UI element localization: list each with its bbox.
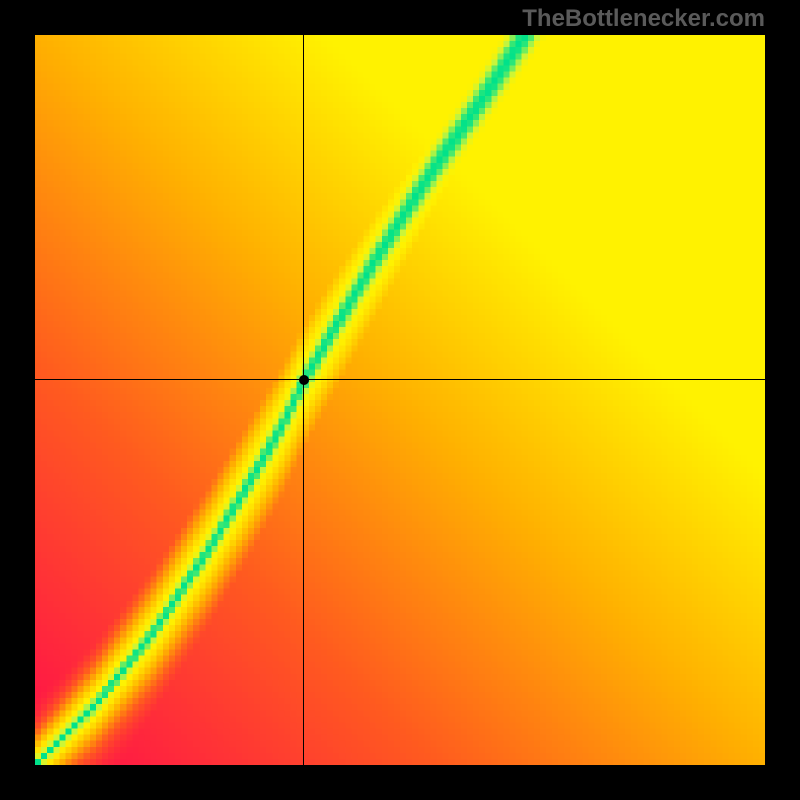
crosshair-vertical <box>303 35 304 765</box>
crosshair-marker <box>299 375 309 385</box>
crosshair-horizontal <box>35 379 765 380</box>
chart-container: TheBottlenecker.com <box>0 0 800 800</box>
watermark-text: TheBottlenecker.com <box>522 5 765 33</box>
bottleneck-heatmap <box>35 35 765 765</box>
